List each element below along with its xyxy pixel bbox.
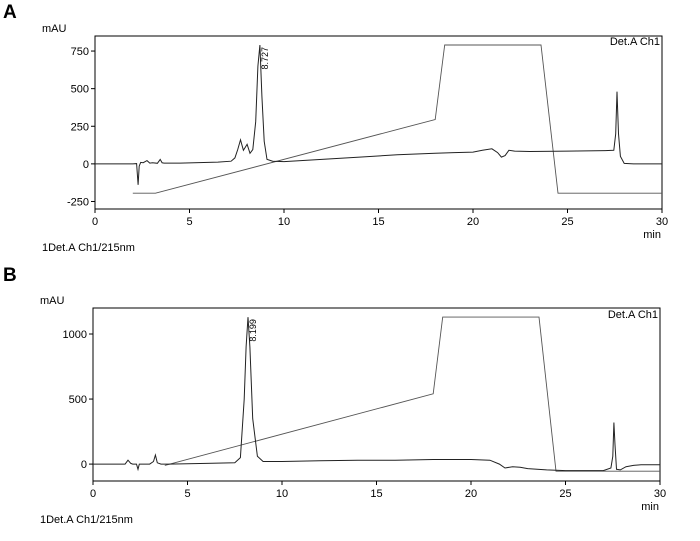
panel-a-y-tick-label-4: 750 — [71, 46, 89, 58]
panel-b-chromatogram-trace — [93, 317, 660, 472]
panel-b-detector-footer: 1Det.A Ch1/215nm — [40, 514, 133, 526]
panel-a-x-tick-label-1: 5 — [186, 216, 192, 228]
panel-a-x-tick-label-4: 20 — [467, 216, 479, 228]
panel-b-x-tick-label-2: 10 — [276, 488, 288, 500]
panel-a-y-tick-label-0: -250 — [67, 196, 89, 208]
panel-a-y-tick-label-2: 250 — [71, 121, 89, 133]
panel-a-y-ticks: -250 0 250 500 750 — [67, 46, 95, 208]
panel-b-y-tick-label-2: 1000 — [63, 329, 87, 341]
panel-a-y-unit: mAU — [42, 23, 67, 35]
panel-a-frame — [94, 35, 663, 210]
panel-a-detector-footer: 1Det.A Ch1/215nm — [42, 242, 135, 254]
panel-b-y-unit: mAU — [40, 295, 65, 307]
panel-a-legend: Det.A Ch1 — [610, 36, 660, 48]
panel-b-y-tick-label-0: 0 — [81, 459, 87, 471]
panel-a-x-tick-label-6: 30 — [656, 216, 668, 228]
panel-b-x-unit: min — [641, 501, 659, 513]
panel-b-frame — [92, 307, 661, 482]
panel-a-y-tick-label-3: 500 — [71, 84, 89, 96]
panel-a-peak-label: 8.727 — [260, 47, 270, 70]
panel-b-x-tick-label-3: 15 — [370, 488, 382, 500]
panel-a-y-tick-label-1: 0 — [83, 159, 89, 171]
panel-a-x-ticks: 0 5 10 15 20 25 30 — [92, 209, 668, 228]
panel-b-x-tick-label-0: 0 — [90, 488, 96, 500]
panel-b-y-tick-label-1: 500 — [69, 394, 87, 406]
panel-b-peak-label: 8.199 — [248, 319, 258, 342]
panel-a-x-unit: min — [643, 229, 661, 241]
panel-a-x-tick-label-2: 10 — [278, 216, 290, 228]
panel-b-legend: Det.A Ch1 — [608, 309, 658, 321]
panel-b-letter: B — [3, 265, 17, 286]
panel-a-gradient-line — [132, 44, 662, 194]
panel-b-x-tick-label-4: 20 — [465, 488, 477, 500]
panel-a-chromatogram-trace — [95, 44, 662, 185]
panel-b-x-ticks: 0 5 10 15 20 25 30 — [90, 481, 666, 500]
panel-b-x-tick-label-1: 5 — [184, 488, 190, 500]
panel-b: B mAU Det.A Ch1 0 500 1000 0 5 10 15 20 25 30 8.… — [3, 265, 666, 526]
panel-a-letter: A — [3, 2, 17, 23]
panel-b-x-tick-label-6: 30 — [654, 488, 666, 500]
panel-b-gradient-line — [164, 316, 660, 472]
panel-a-x-tick-label-0: 0 — [92, 216, 98, 228]
panel-a-x-tick-label-3: 15 — [372, 216, 384, 228]
panel-b-x-tick-label-5: 25 — [559, 488, 571, 500]
panel-a-x-tick-label-5: 25 — [561, 216, 573, 228]
panel-b-y-ticks: 0 500 1000 — [63, 329, 93, 471]
